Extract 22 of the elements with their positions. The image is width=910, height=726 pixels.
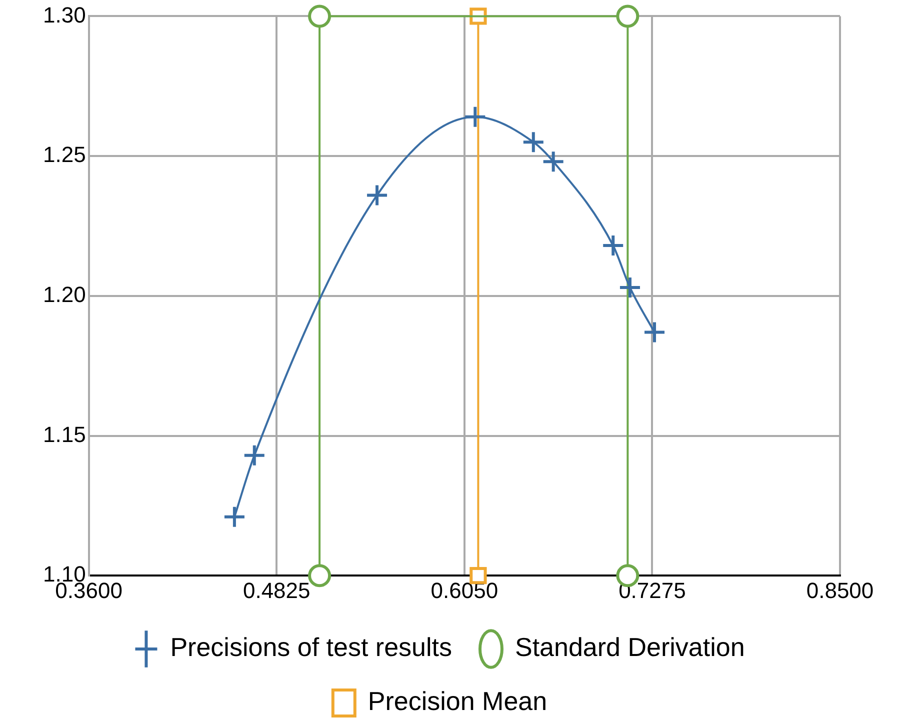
point	[643, 320, 666, 344]
point	[308, 4, 332, 28]
y-tick-label: 1.30	[42, 2, 86, 28]
y-tick-label: 1.15	[42, 422, 86, 447]
point	[542, 150, 565, 174]
x-tick-label: 0.8500	[806, 578, 874, 603]
point	[602, 234, 625, 258]
point	[308, 564, 332, 588]
point	[618, 276, 642, 300]
point	[616, 4, 640, 28]
point	[222, 505, 246, 528]
legend-label: Precision Mean	[368, 686, 548, 716]
legend-label: Standard Derivation	[514, 632, 745, 662]
x-tick-label: 0.6050	[430, 578, 498, 603]
y-tick-label: 1.25	[42, 142, 86, 168]
y-tick-label: 1.20	[42, 282, 86, 307]
point	[464, 105, 487, 128]
point	[366, 184, 389, 207]
point	[242, 444, 266, 467]
legend-label: Precisions of test results	[170, 632, 452, 662]
x-tick-label: 0.4825	[242, 578, 310, 603]
point	[522, 130, 545, 154]
